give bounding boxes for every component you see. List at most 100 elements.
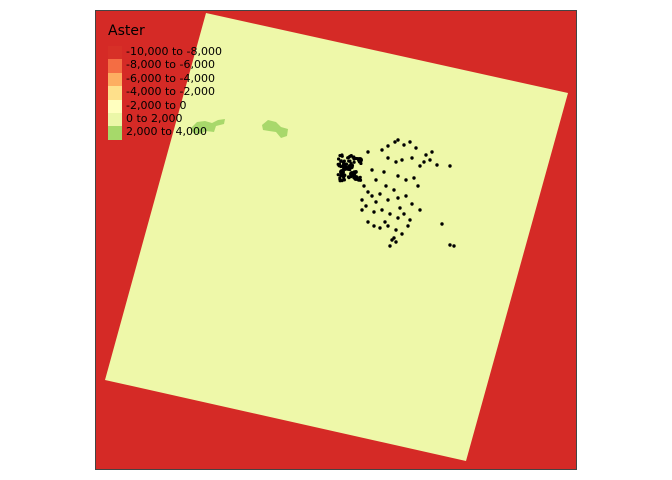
point-marker (336, 157, 341, 161)
point-marker (448, 164, 452, 168)
point-marker (364, 204, 368, 208)
point-marker (352, 160, 356, 164)
point-marker (408, 218, 412, 222)
legend-label: 0 to 2,000 (126, 111, 183, 125)
legend-swatch (108, 99, 122, 113)
point-marker (339, 169, 345, 175)
legend-item: 0 to 2,000 (108, 112, 183, 127)
point-marker (366, 220, 370, 224)
point-marker (372, 210, 376, 214)
point-marker (374, 178, 378, 182)
point-marker (416, 184, 420, 188)
point-marker (422, 160, 426, 164)
point-markers (336, 138, 456, 248)
point-marker (414, 146, 418, 150)
point-marker (353, 175, 359, 181)
point-marker (392, 188, 396, 192)
raster-footprint (105, 13, 568, 461)
legend-swatch (108, 126, 122, 140)
point-marker (393, 140, 397, 144)
point-marker (394, 240, 398, 244)
point-marker (374, 200, 378, 204)
point-marker (346, 156, 350, 160)
point-marker (337, 162, 342, 166)
point-marker (402, 143, 406, 147)
green-patch (191, 119, 225, 134)
point-marker (410, 202, 414, 206)
legend-label: -8,000 to -6,000 (126, 58, 215, 72)
point-marker (378, 226, 382, 230)
legend-label: 2,000 to 4,000 (126, 125, 208, 139)
point-marker (349, 171, 355, 177)
point-marker (386, 224, 390, 228)
point-marker (406, 224, 410, 228)
point-marker (392, 236, 396, 240)
point-marker (428, 158, 432, 162)
point-marker (350, 165, 354, 169)
point-marker (384, 184, 388, 188)
point-marker (336, 173, 340, 177)
legend-items: -10,000 to -8,000 -8,000 to -6,000 -6,00… (108, 45, 222, 140)
point-marker (402, 212, 406, 216)
legend-swatch (108, 46, 122, 60)
point-marker (342, 178, 347, 182)
legend-item: -4,000 to -2,000 (108, 85, 215, 100)
point-marker (400, 158, 404, 162)
legend-swatch (108, 112, 122, 127)
legend-label: -10,000 to -8,000 (126, 45, 222, 58)
point-marker (338, 179, 342, 183)
point-marker (366, 190, 370, 194)
point-marker (380, 148, 384, 152)
point-marker (440, 222, 444, 226)
point-marker (424, 153, 428, 157)
point-marker (358, 175, 362, 179)
point-marker (347, 164, 352, 168)
point-marker (412, 176, 416, 180)
point-marker (398, 206, 402, 210)
point-marker (430, 150, 434, 154)
legend-label: -2,000 to 0 (126, 98, 187, 112)
point-marker (404, 194, 408, 198)
point-marker (366, 150, 370, 154)
point-marker (388, 244, 392, 248)
point-marker (339, 159, 343, 163)
point-marker (370, 168, 374, 172)
point-marker (408, 140, 412, 144)
point-marker (360, 208, 364, 212)
point-marker (341, 161, 346, 165)
legend-item: 2,000 to 4,000 (108, 125, 207, 140)
point-marker (341, 174, 346, 179)
point-marker (383, 220, 387, 224)
point-marker (360, 198, 364, 202)
point-marker (362, 184, 366, 188)
point-marker (380, 208, 384, 212)
point-marker (372, 224, 376, 228)
point-marker (396, 196, 400, 200)
point-marker (340, 153, 344, 157)
legend-item: -6,000 to -4,000 (108, 72, 215, 87)
legend-label: -6,000 to -4,000 (126, 71, 215, 85)
point-marker (418, 164, 422, 168)
point-marker (400, 232, 404, 236)
point-marker (370, 194, 374, 198)
legend-item: -2,000 to 0 (108, 99, 187, 113)
point-marker (404, 178, 408, 182)
legend-swatch (108, 59, 122, 73)
point-marker (396, 216, 400, 220)
legend: Aster -10,000 to -8,000 -8,000 to -6,000… (108, 22, 222, 140)
legend-swatch (108, 86, 122, 100)
point-marker (394, 228, 398, 232)
point-marker (448, 243, 452, 247)
point-marker (386, 198, 390, 202)
point-marker (358, 178, 362, 182)
point-marker (396, 174, 400, 178)
green-patch (262, 120, 288, 138)
legend-label: -4,000 to -2,000 (126, 85, 215, 99)
point-marker (386, 144, 390, 148)
point-marker (418, 208, 422, 212)
legend-swatch (108, 72, 122, 87)
point-marker (351, 155, 355, 159)
point-marker (452, 244, 456, 248)
point-marker (386, 156, 390, 160)
